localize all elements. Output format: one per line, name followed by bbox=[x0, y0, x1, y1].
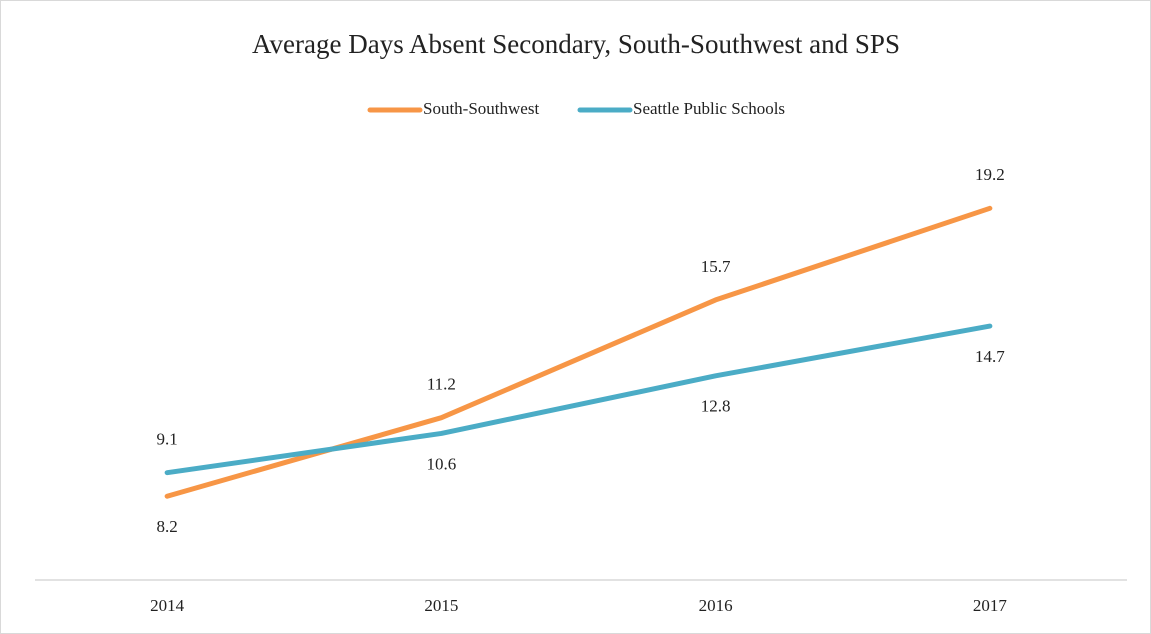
data-label: 8.2 bbox=[157, 517, 178, 536]
legend-label: Seattle Public Schools bbox=[633, 99, 785, 118]
data-label: 9.1 bbox=[157, 430, 178, 449]
data-label: 14.7 bbox=[975, 347, 1005, 366]
data-label: 19.2 bbox=[975, 165, 1005, 184]
x-tick-label: 2014 bbox=[150, 596, 185, 615]
data-label: 12.8 bbox=[701, 397, 731, 416]
legend-label: South-Southwest bbox=[423, 99, 539, 118]
x-tick-label: 2015 bbox=[424, 596, 458, 615]
chart-title: Average Days Absent Secondary, South-Sou… bbox=[252, 29, 900, 59]
x-tick-label: 2017 bbox=[973, 596, 1008, 615]
series-line bbox=[164, 205, 993, 499]
data-label: 15.7 bbox=[701, 257, 731, 276]
series-line bbox=[164, 323, 993, 476]
data-label: 11.2 bbox=[427, 375, 456, 394]
data-label: 10.6 bbox=[427, 454, 457, 473]
x-tick-label: 2016 bbox=[699, 596, 733, 615]
